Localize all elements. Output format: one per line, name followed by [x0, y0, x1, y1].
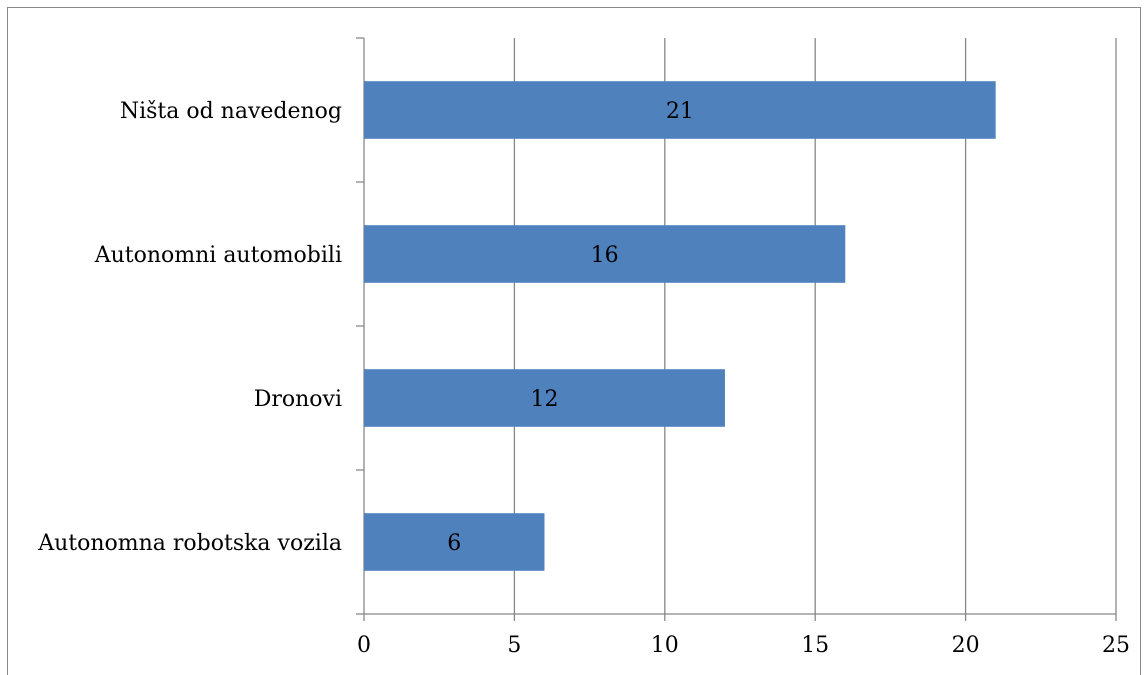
- data-label: 12: [530, 387, 558, 412]
- category-label: Ništa od navedenog: [120, 99, 342, 124]
- category-label: Dronovi: [254, 387, 342, 412]
- bar-3: [364, 513, 545, 571]
- data-label: 16: [591, 243, 619, 268]
- data-label: 21: [666, 99, 694, 124]
- x-tick-label: 10: [651, 633, 679, 658]
- data-label: 6: [447, 531, 461, 556]
- bars: [364, 81, 996, 571]
- x-tick-label: 25: [1102, 633, 1130, 658]
- bar-2: [364, 369, 725, 427]
- bar-1: [364, 225, 846, 283]
- x-tick-label: 0: [357, 633, 371, 658]
- labels: 0 5 10 15 20 25 21 Ništa od navedenog 16 Autonomn…: [37, 99, 1130, 658]
- category-label: Autonomni automobili: [94, 243, 342, 268]
- bar-0: [364, 81, 996, 139]
- x-tick-label: 15: [801, 633, 829, 658]
- x-tick-label: 20: [952, 633, 980, 658]
- x-tick-label: 5: [507, 633, 521, 658]
- category-label: Autonomna robotska vozila: [37, 531, 342, 556]
